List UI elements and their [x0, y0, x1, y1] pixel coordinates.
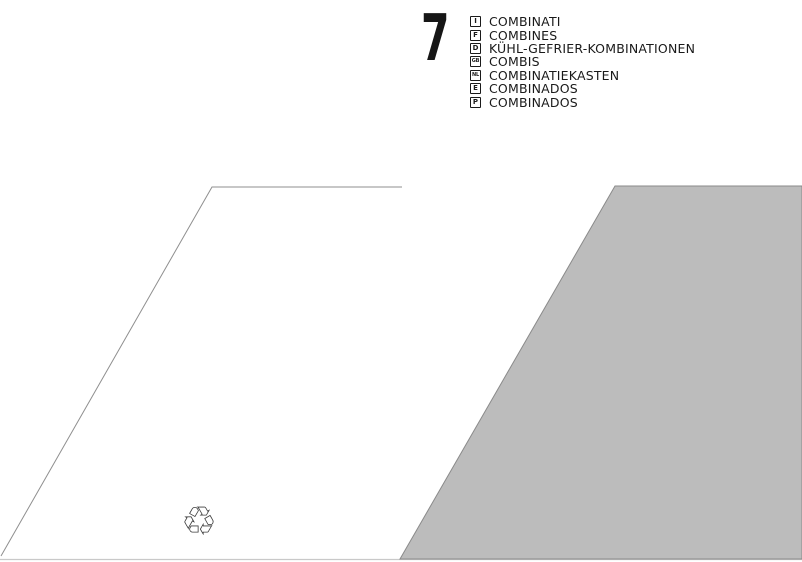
language-title-list: I COMBINATI F COMBINES D KÜHL-GEFRIER-KO… — [470, 14, 696, 110]
language-code-badge: E — [470, 83, 481, 95]
language-code-badge: D — [470, 42, 481, 54]
white-parallelogram-outline — [0, 186, 402, 557]
list-item: I COMBINATI — [470, 14, 695, 30]
language-title: COMBINATI — [489, 14, 561, 30]
language-code-badge: P — [470, 96, 481, 108]
list-item: NL COMBINATIEKASTEN — [470, 67, 695, 83]
language-code-badge: F — [470, 29, 481, 41]
list-item: F COMBINES — [470, 27, 695, 43]
section-number: 7 — [421, 2, 450, 76]
language-code-badge: I — [470, 16, 481, 28]
language-title: COMBINADOS — [489, 94, 578, 110]
language-title: COMBINES — [489, 27, 558, 43]
list-item: P COMBINADOS — [470, 94, 695, 110]
language-title: COMBINADOS — [489, 81, 578, 97]
language-code-badge: NL — [470, 69, 481, 81]
list-item: GB COMBIS — [470, 54, 695, 70]
recycling-icon: ♲ — [181, 499, 217, 545]
language-title: KÜHL-GEFRIER-KOMBINATIONEN — [489, 40, 696, 56]
list-item: E COMBINADOS — [470, 81, 695, 97]
gray-parallelogram-panel — [399, 185, 802, 560]
list-item: D KÜHL-GEFRIER-KOMBINATIONEN — [470, 40, 696, 56]
language-title: COMBIS — [489, 54, 540, 70]
language-code-badge: GB — [470, 56, 481, 68]
language-title: COMBINATIEKASTEN — [489, 67, 620, 83]
